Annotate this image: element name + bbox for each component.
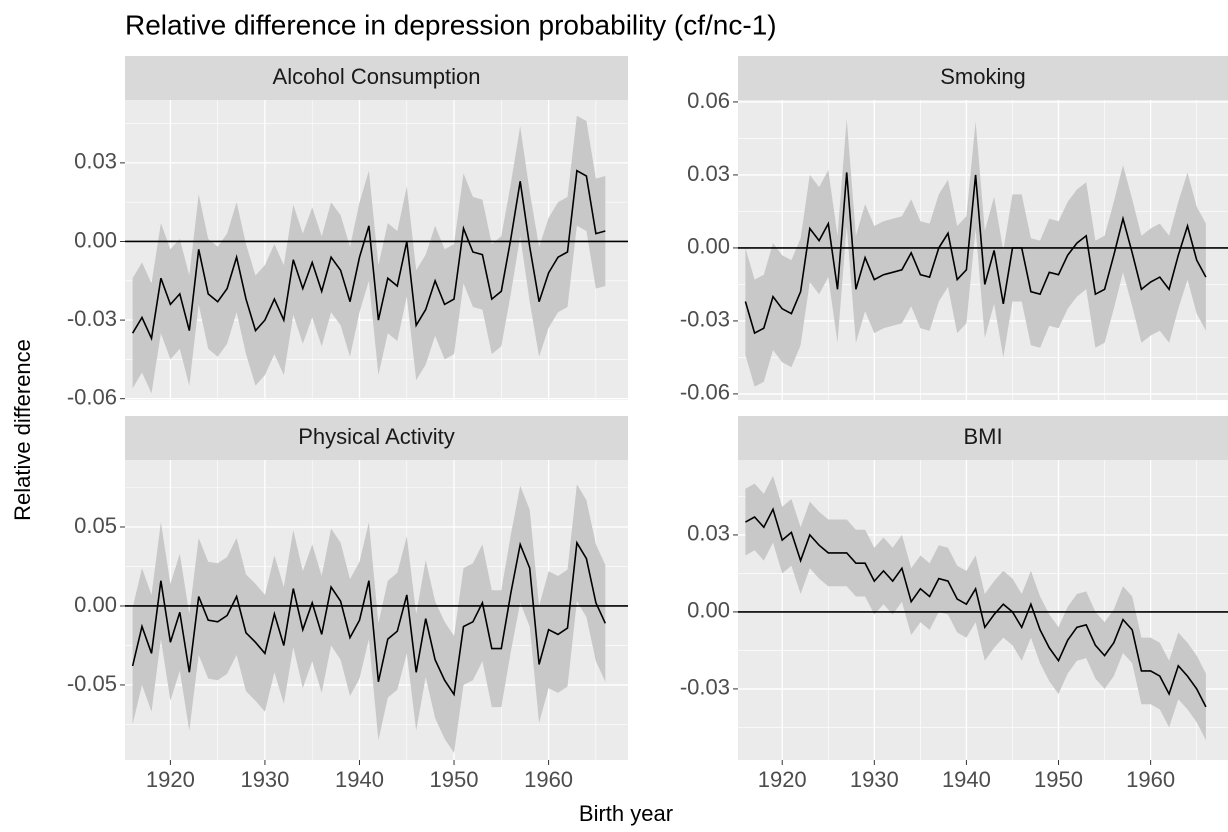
y-tick-label: 0.00 xyxy=(74,227,117,252)
x-tick-label: 1930 xyxy=(240,767,289,792)
data-line xyxy=(744,172,1207,335)
strip-label: Alcohol Consumption xyxy=(273,64,481,89)
strip xyxy=(125,56,628,100)
x-tick-label: 1920 xyxy=(146,767,195,792)
y-tick-label: 0.05 xyxy=(74,513,117,538)
y-tick-label: -0.03 xyxy=(680,307,730,332)
y-tick-label: 0.03 xyxy=(687,161,730,186)
y-tick-label: -0.03 xyxy=(680,675,730,700)
y-tick-label: 0.00 xyxy=(687,598,730,623)
x-tick-label: 1950 xyxy=(430,767,479,792)
data-line xyxy=(131,169,606,342)
x-tick-label: 1930 xyxy=(850,767,899,792)
x-tick-label: 1960 xyxy=(1126,767,1175,792)
confidence-band xyxy=(745,119,1206,387)
confidence-band xyxy=(745,475,1206,741)
data-line xyxy=(745,507,1207,708)
x-tick-label: 1940 xyxy=(942,767,991,792)
data-line xyxy=(131,540,607,697)
y-axis-title: Relative difference xyxy=(10,339,35,521)
y-tick-label: -0.06 xyxy=(67,385,117,410)
strip xyxy=(738,416,1228,460)
y-tick-label: 0.03 xyxy=(687,521,730,546)
x-tick-label: 1950 xyxy=(1034,767,1083,792)
x-axis-title: Birth year xyxy=(579,801,673,826)
y-tick-label: 0.03 xyxy=(74,149,117,174)
y-tick-label: 0.06 xyxy=(687,88,730,113)
y-tick-label: -0.03 xyxy=(67,306,117,331)
y-tick-label: -0.06 xyxy=(680,380,730,405)
chart-title: Relative difference in depression probab… xyxy=(125,9,777,40)
strip-label: Smoking xyxy=(940,64,1026,89)
x-tick-label: 1920 xyxy=(758,767,807,792)
x-tick-label: 1940 xyxy=(335,767,384,792)
strip xyxy=(738,56,1228,100)
x-tick-label: 1960 xyxy=(524,767,573,792)
strip-label: Physical Activity xyxy=(298,424,455,449)
y-tick-label: 0.00 xyxy=(687,234,730,259)
confidence-band xyxy=(132,115,606,394)
strip xyxy=(125,416,628,460)
y-tick-label: -0.05 xyxy=(67,671,117,696)
confidence-band xyxy=(132,484,606,753)
y-tick-label: 0.00 xyxy=(74,592,117,617)
strip-label: BMI xyxy=(963,424,1002,449)
